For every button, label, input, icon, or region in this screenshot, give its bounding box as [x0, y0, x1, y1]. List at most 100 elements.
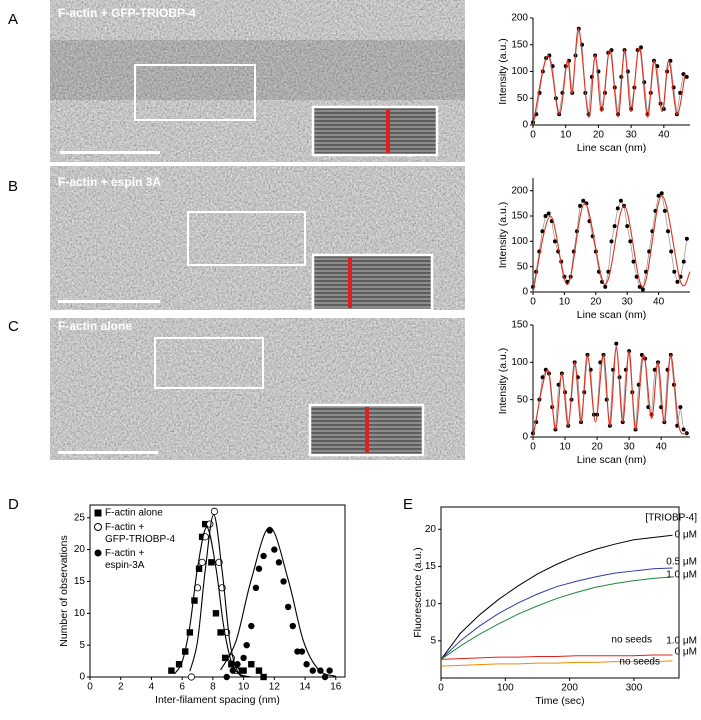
fit-curve [174, 526, 252, 678]
marker [271, 546, 278, 553]
marker [678, 90, 683, 95]
x-tick-label: 30 [624, 442, 636, 453]
x-tick-label: 40 [656, 442, 668, 453]
x-tick-label: 0 [530, 130, 536, 141]
y-tick-label: 150 [511, 39, 528, 50]
marker [326, 667, 333, 674]
marker [210, 507, 219, 515]
marker [578, 203, 583, 208]
scale-bar [58, 451, 158, 454]
marker [581, 198, 586, 203]
y-tick-label: 100 [511, 66, 528, 77]
y-axis-label: Intensity (a.u.) [497, 38, 509, 105]
x-tick-label: 100 [497, 683, 514, 694]
marker [280, 578, 287, 585]
marker [540, 229, 545, 234]
series-line [440, 654, 673, 660]
marker [260, 673, 267, 681]
marker [191, 597, 198, 604]
marker [321, 673, 329, 681]
x-tick-label: 10 [560, 130, 572, 141]
marker [543, 214, 548, 218]
series-line [440, 660, 673, 667]
y-axis-label: Number of observations [58, 535, 70, 646]
y-tick-label: 0 [79, 672, 85, 683]
marker [243, 641, 250, 649]
marker [252, 584, 260, 592]
marker [303, 661, 310, 668]
y-axis-label: Fluorescence (a.u.) [412, 547, 424, 637]
x-tick-label: 40 [653, 297, 665, 308]
x-tick-label: 4 [149, 682, 155, 693]
marker [662, 208, 667, 213]
marker [206, 520, 214, 528]
x-axis-label: Time (sec) [535, 695, 584, 707]
marker [584, 201, 589, 206]
marker [661, 106, 666, 111]
panel-label: A [8, 11, 18, 28]
marker [681, 259, 686, 264]
marker [202, 520, 209, 528]
marker [634, 274, 639, 279]
marker [684, 236, 689, 241]
marker [672, 269, 677, 274]
marker [275, 559, 283, 566]
fit-curve [532, 195, 691, 293]
x-tick-label: 2 [118, 682, 124, 693]
marker [615, 206, 620, 211]
series-line [440, 534, 673, 660]
fit-curve [189, 514, 244, 678]
y-tick-label: 50 [517, 261, 529, 272]
x-tick-label: 0 [87, 682, 93, 693]
marker [266, 527, 273, 534]
x-tick-label: 30 [626, 130, 638, 141]
micrograph-a: F-actin + GFP-TRIOBP-4 [50, 0, 465, 162]
filament-bundle [50, 40, 465, 100]
x-tick-label: 20 [592, 442, 604, 453]
marker [298, 648, 306, 655]
x-tick-label: 16 [330, 682, 342, 693]
marker [546, 211, 551, 216]
x-tick-label: 10 [559, 297, 571, 308]
marker [652, 367, 657, 372]
y-tick-label: 20 [425, 524, 437, 535]
fit-curve [220, 526, 336, 677]
annotation: no seeds [611, 635, 652, 646]
marker [609, 239, 614, 244]
marker [255, 667, 263, 674]
series-label: 1.0 μM [666, 636, 697, 647]
x-axis-label: Line scan (nm) [577, 142, 646, 154]
panel-label: E [403, 496, 413, 513]
marker [198, 558, 206, 566]
marker [186, 629, 194, 636]
annotation: no seeds [619, 657, 660, 668]
marker [603, 284, 608, 289]
y-tick-label: 150 [511, 211, 528, 222]
y-tick-label: 0 [522, 432, 528, 443]
x-axis-label: Line scan (nm) [577, 454, 646, 466]
panel-label: D [8, 496, 19, 513]
y-tick-label: 5 [430, 635, 436, 646]
marker [284, 603, 292, 611]
y-tick-label: 100 [511, 236, 528, 247]
marker [628, 239, 633, 244]
marker [640, 287, 645, 292]
marker [309, 667, 316, 674]
marker [240, 667, 247, 674]
legend-marker [94, 523, 102, 531]
y-tick-label: 15 [425, 561, 437, 572]
y-tick-label: 200 [511, 13, 528, 24]
plot-frame [89, 504, 346, 678]
micrograph-label: F-actin + GFP-TRIOBP-4 [58, 6, 196, 20]
x-tick-label: 30 [622, 297, 634, 308]
marker [656, 193, 661, 198]
x-axis-label: Line scan (nm) [577, 309, 646, 321]
marker [248, 622, 255, 630]
x-tick-label: 300 [626, 683, 643, 694]
y-tick-label: 50 [517, 394, 529, 405]
marker [684, 74, 689, 79]
marker [217, 629, 224, 636]
y-tick-label: 150 [511, 320, 528, 331]
marker [612, 224, 617, 229]
marker [248, 661, 255, 668]
